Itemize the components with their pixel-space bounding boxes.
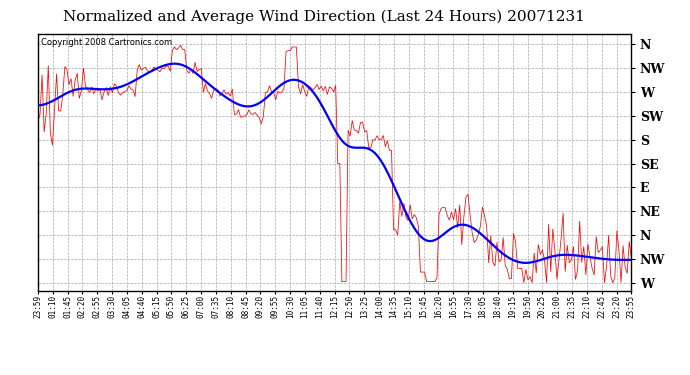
Text: Copyright 2008 Cartronics.com: Copyright 2008 Cartronics.com (41, 38, 172, 46)
Text: Normalized and Average Wind Direction (Last 24 Hours) 20071231: Normalized and Average Wind Direction (L… (63, 9, 585, 24)
